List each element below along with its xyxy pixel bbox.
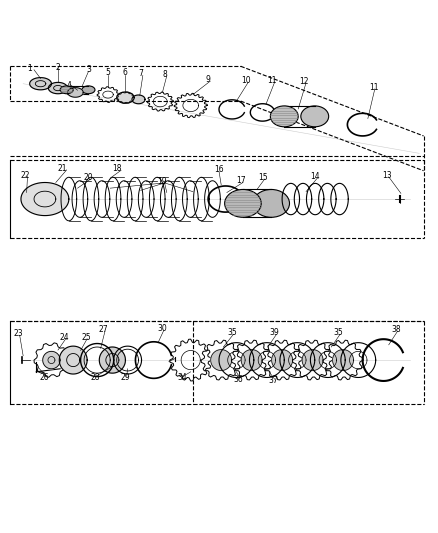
Text: 6: 6 — [123, 68, 128, 77]
Ellipse shape — [225, 189, 261, 217]
Text: 8: 8 — [162, 70, 167, 79]
Text: 12: 12 — [299, 77, 309, 86]
Ellipse shape — [270, 106, 298, 127]
Polygon shape — [302, 350, 323, 370]
Polygon shape — [117, 92, 134, 103]
Text: 26: 26 — [39, 373, 49, 382]
Text: 11: 11 — [267, 76, 277, 85]
Text: 28: 28 — [90, 373, 100, 382]
Text: 22: 22 — [21, 171, 30, 180]
Text: 35: 35 — [227, 328, 237, 337]
Polygon shape — [99, 347, 125, 373]
Text: 37: 37 — [268, 376, 278, 385]
Text: 34: 34 — [177, 373, 187, 382]
Ellipse shape — [82, 86, 95, 94]
Polygon shape — [67, 87, 83, 97]
Text: 27: 27 — [99, 325, 109, 334]
Text: 39: 39 — [270, 328, 279, 337]
Text: 15: 15 — [258, 173, 267, 182]
Polygon shape — [241, 350, 262, 370]
Text: 7: 7 — [138, 69, 143, 78]
Text: 23: 23 — [13, 329, 23, 338]
Text: 17: 17 — [236, 176, 246, 185]
Text: 14: 14 — [310, 172, 320, 181]
Text: 1: 1 — [27, 64, 32, 73]
Text: 5: 5 — [106, 68, 110, 77]
Ellipse shape — [253, 189, 290, 217]
Text: 25: 25 — [81, 333, 91, 342]
Text: 19: 19 — [158, 177, 167, 185]
Polygon shape — [59, 346, 87, 374]
Text: 29: 29 — [120, 373, 130, 382]
Polygon shape — [43, 351, 60, 369]
Text: 2: 2 — [56, 63, 60, 71]
Text: 3: 3 — [86, 65, 91, 74]
Polygon shape — [211, 350, 232, 370]
Text: 20: 20 — [84, 173, 93, 182]
Polygon shape — [21, 182, 69, 215]
Polygon shape — [48, 83, 67, 94]
Text: 35: 35 — [334, 328, 343, 337]
Text: 38: 38 — [392, 325, 401, 334]
Text: 36: 36 — [234, 375, 244, 384]
Polygon shape — [132, 95, 145, 104]
Text: 16: 16 — [214, 165, 224, 174]
Text: 30: 30 — [158, 324, 167, 333]
Ellipse shape — [301, 106, 328, 127]
Text: 18: 18 — [112, 164, 121, 173]
Text: 13: 13 — [382, 171, 392, 180]
Text: 21: 21 — [57, 164, 67, 173]
Polygon shape — [332, 350, 353, 370]
Text: 10: 10 — [241, 76, 251, 85]
Polygon shape — [272, 350, 293, 370]
Text: 4: 4 — [67, 82, 71, 91]
Text: 11: 11 — [369, 83, 378, 92]
Text: 9: 9 — [206, 75, 211, 84]
Ellipse shape — [60, 86, 73, 94]
Text: 24: 24 — [60, 333, 69, 342]
Polygon shape — [30, 78, 51, 90]
